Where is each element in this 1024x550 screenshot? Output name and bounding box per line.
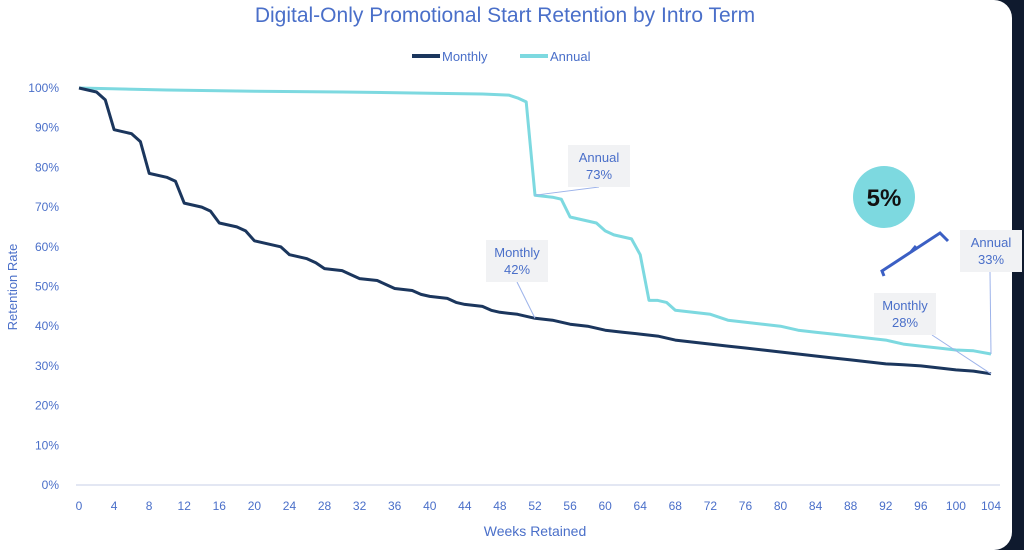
y-tick-label: 40% xyxy=(35,319,59,333)
x-tick-label: 96 xyxy=(914,499,928,513)
x-tick-label: 12 xyxy=(178,499,192,513)
gap-bracket xyxy=(880,231,950,277)
callout-monthly-52: Monthly 42% xyxy=(486,240,548,319)
x-tick-label: 24 xyxy=(283,499,297,513)
x-tick-label: 44 xyxy=(458,499,472,513)
x-tick-label: 72 xyxy=(704,499,718,513)
x-tick-label: 88 xyxy=(844,499,858,513)
callout-annual-52: Annual 73% xyxy=(534,145,630,196)
callout-label: Annual xyxy=(579,150,620,165)
callout-label: Monthly xyxy=(882,298,928,313)
x-tick-label: 80 xyxy=(774,499,788,513)
callout-value: 33% xyxy=(978,252,1004,267)
x-tick-label: 68 xyxy=(669,499,683,513)
series-line-annual xyxy=(78,86,992,356)
gap-badge-circle xyxy=(853,166,915,228)
y-axis-label: Retention Rate xyxy=(5,244,20,331)
x-tick-label: 16 xyxy=(213,499,227,513)
callout-box xyxy=(486,240,548,282)
x-tick-label: 32 xyxy=(353,499,367,513)
callout-monthly-104: Monthly 28% xyxy=(874,293,992,375)
callout-label: Annual xyxy=(971,235,1012,250)
callout-value: 73% xyxy=(586,167,612,182)
x-tick-label: 40 xyxy=(423,499,437,513)
y-tick-label: 60% xyxy=(35,240,59,254)
x-tick-label: 92 xyxy=(879,499,893,513)
x-axis-label: Weeks Retained xyxy=(484,523,586,539)
chart-title: Digital-Only Promotional Start Retention… xyxy=(255,4,755,27)
callout-annual-104: Annual 33% xyxy=(960,230,1022,354)
y-tick-label: 50% xyxy=(35,280,59,294)
x-tick-label: 76 xyxy=(739,499,753,513)
y-tick-label: 100% xyxy=(28,81,59,95)
series-line-monthly xyxy=(78,86,992,376)
legend-label-annual: Annual xyxy=(550,49,591,64)
x-tick-label: 48 xyxy=(493,499,507,513)
y-tick-label: 30% xyxy=(35,359,59,373)
y-tick-label: 90% xyxy=(35,121,59,135)
x-tick-label: 84 xyxy=(809,499,823,513)
x-axis-ticks: 0 4 8 12 16 20 24 28 32 36 40 44 48 52 56 60 64 68 72 76 80 8… xyxy=(76,499,1002,513)
callout-leader xyxy=(989,271,992,354)
y-tick-label: 70% xyxy=(35,200,59,214)
x-tick-label: 52 xyxy=(528,499,542,513)
y-axis-ticks: 0% 10% 20% 30% 40% 50% 60% 70% 80% 90% 100% xyxy=(28,81,59,492)
x-tick-label: 104 xyxy=(981,499,1001,513)
y-tick-label: 10% xyxy=(35,438,59,452)
callout-box xyxy=(874,293,936,335)
x-tick-label: 56 xyxy=(563,499,577,513)
x-tick-label: 100 xyxy=(946,499,966,513)
gap-badge-text: 5% xyxy=(867,185,902,212)
y-tick-label: 20% xyxy=(35,399,59,413)
y-tick-label: 80% xyxy=(35,160,59,174)
x-tick-label: 60 xyxy=(598,499,612,513)
legend: Monthly Annual xyxy=(412,49,591,64)
x-tick-label: 8 xyxy=(146,499,153,513)
callout-value: 42% xyxy=(504,262,530,277)
bracket-icon xyxy=(880,231,950,277)
callout-box xyxy=(960,230,1022,272)
callouts: Annual 73% Monthly 42% Monthly 28% Annual 33% xyxy=(486,145,1022,375)
x-tick-label: 0 xyxy=(76,499,83,513)
x-tick-label: 64 xyxy=(634,499,648,513)
callout-label: Monthly xyxy=(494,245,540,260)
callout-leader xyxy=(516,281,536,319)
y-tick-label: 0% xyxy=(42,478,60,492)
callout-box xyxy=(568,145,630,187)
x-tick-label: 20 xyxy=(248,499,262,513)
x-tick-label: 28 xyxy=(318,499,332,513)
series-lines xyxy=(78,86,992,376)
x-tick-label: 36 xyxy=(388,499,402,513)
callout-leader xyxy=(534,186,600,196)
callout-value: 28% xyxy=(892,315,918,330)
x-tick-label: 4 xyxy=(111,499,118,513)
legend-label-monthly: Monthly xyxy=(442,49,488,64)
callout-leader xyxy=(931,334,992,375)
